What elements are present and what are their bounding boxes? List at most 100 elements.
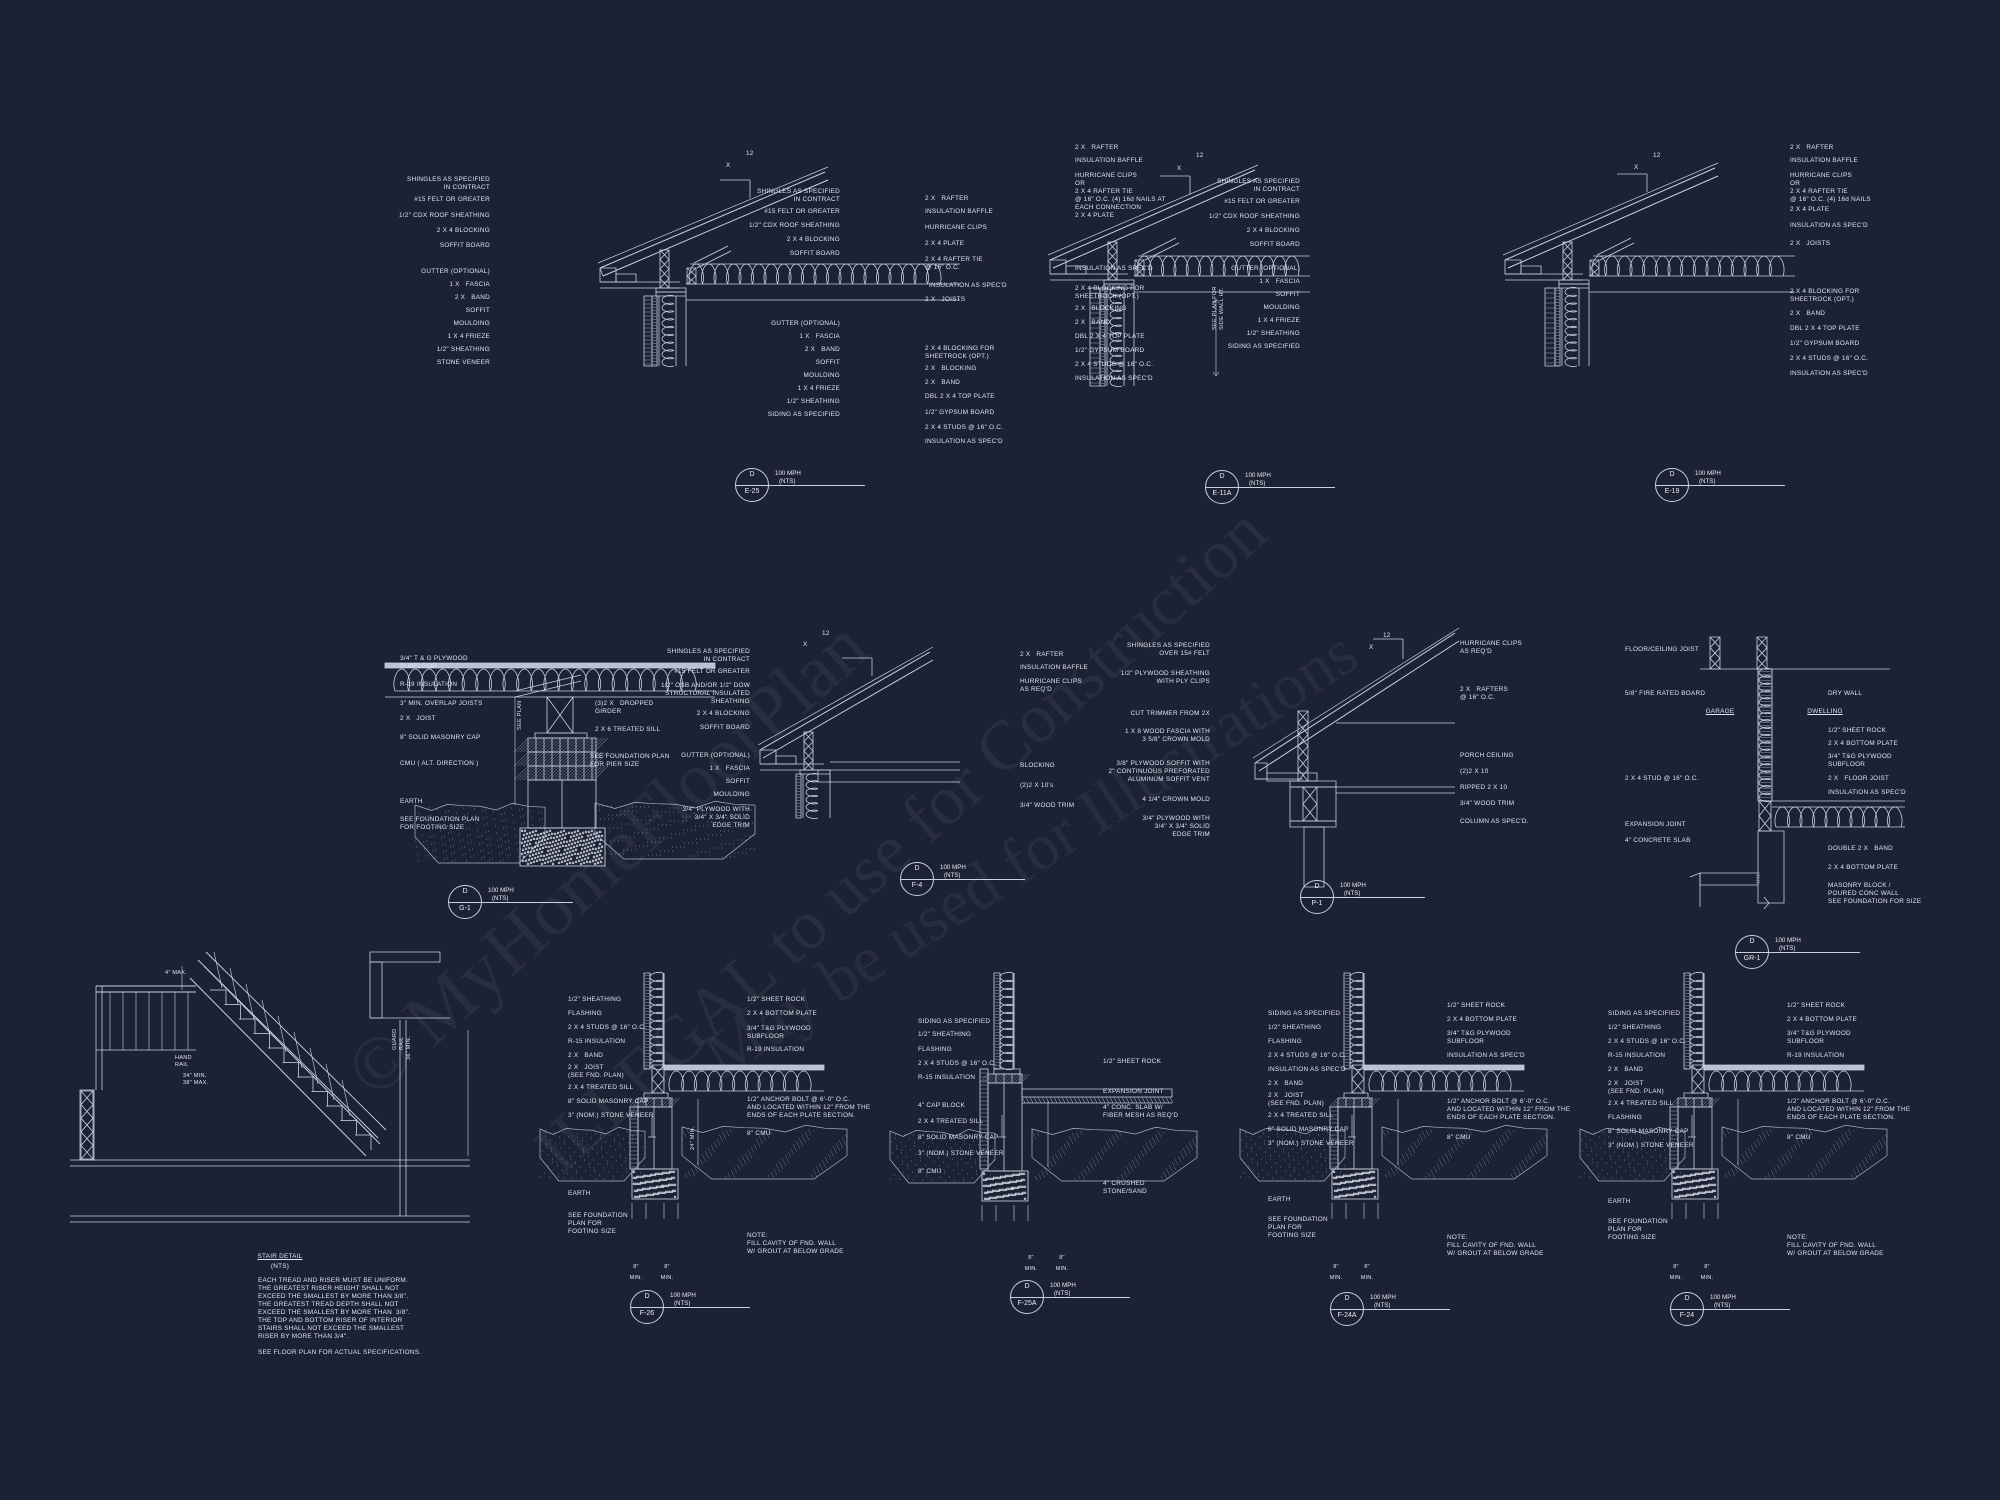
label: NOTE: FILL CAVITY OF FND. WALL W/ GROUT … [1447, 1234, 1544, 1257]
label: SHINGLES AS SPECIFIED IN CONTRACT [1216, 178, 1300, 193]
tag-number: F-24A [1337, 1312, 1357, 1319]
label: INSULATION AS SPEC'D [1447, 1052, 1525, 1059]
label: 1/2" SHEATHING [568, 996, 622, 1003]
slope-rise-label: 12 [746, 150, 754, 157]
label: DBL 2 X 4 TOP PLATE [925, 393, 995, 400]
dim: MIN. [660, 1275, 674, 1281]
slope-rise-label: 12 [1653, 152, 1661, 159]
label: EXPANSION JOINT [1103, 1088, 1164, 1095]
label: MOULDING [1263, 304, 1300, 311]
label: SOFFIT BOARD [1249, 241, 1300, 248]
label: 2 X 4 RAFTER TIE @ 16" O.C. [925, 256, 983, 271]
stair-handrail-height: 34" MIN. 38" MAX. [183, 1073, 209, 1086]
dim: 8" [1059, 1255, 1065, 1261]
label: 2 X RAFTER [925, 195, 969, 202]
label: 2 X JOISTS [1790, 240, 1831, 247]
dim: MIN. [1055, 1266, 1069, 1272]
see-plan-note: SEE PLAN [517, 700, 523, 730]
label: 3/4" PLYWOOD WITH 3/4" X 3/4" SOLID EDGE… [1142, 815, 1210, 838]
label: 1/2" ANCHOR BOLT @ 6'-0" O.C. AND LOCATE… [1787, 1098, 1911, 1121]
tag-number: E-11A [1212, 490, 1232, 497]
label: EARTH [568, 1190, 591, 1197]
label: HURRICANE CLIPS OR 2 X 4 RAFTER TIE @ 16… [1075, 172, 1166, 211]
label: 2 X 4 PLATE [925, 240, 965, 247]
label: 2 X 4 PLATE [1075, 212, 1115, 219]
label: INSULATION BAFFLE [1790, 157, 1859, 164]
detail-F24A-geometry [1239, 971, 1548, 1219]
label: 2 X 4 BLOCKING FOR SHEETROCK (OPT.) [925, 345, 995, 360]
label: 2 X FLOOR JOIST [1828, 775, 1890, 782]
label: SIDING AS SPECIFIED [918, 1018, 991, 1025]
label: SIDING AS SPECIFIED [1227, 343, 1300, 350]
label: PORCH CEILING [1460, 752, 1514, 759]
label: HURRICANE CLIPS AS REQ'D [1460, 640, 1522, 655]
label: 2 X RAFTER [1790, 144, 1834, 151]
label: 3/4" T&G PLYWOOD SUBFLOOR [747, 1025, 811, 1040]
detail-F26-geometry [539, 971, 848, 1219]
label: 4" CAP BLOCK [918, 1102, 966, 1109]
label: R-15 INSULATION [568, 1038, 626, 1045]
detail-E25-geometry [597, 166, 960, 368]
label: 2 X 4 TREATED SILL [568, 1084, 634, 1091]
label: 2 X RAFTERS @ 16" O.C. [1460, 686, 1508, 701]
label: 1 X FASCIA [449, 281, 490, 288]
label: EARTH [1608, 1198, 1631, 1205]
label: 2 X 4 BLOCKING FOR SHEETROCK (OPT.) [1790, 288, 1860, 303]
label: 1/2" SHEET ROCK [1103, 1058, 1162, 1065]
label: SHINGLES AS SPECIFIED IN CONTRACT [756, 188, 840, 203]
label: 2 X 4 STUDS @ 16" O.C. [925, 424, 1004, 431]
label: 1/2" SHEATHING [918, 1031, 972, 1038]
label: MOULDING [453, 320, 490, 327]
detail-GR1-geometry [1689, 636, 1905, 910]
label: 1/2" PLYWOOD SHEATHING WITH PLY CLIPS [1120, 670, 1210, 685]
detail-F24-geometry [1579, 971, 1888, 1219]
label: 3" (NOM.) STONE VENEER [1608, 1142, 1694, 1149]
tag-number: F-4 [911, 882, 923, 889]
label: CMU ( ALT. DIRECTION ) [400, 760, 479, 767]
label: SIDING AS SPECIFIED [1608, 1010, 1681, 1017]
label: 2 X 4 TREATED SILL [1608, 1100, 1674, 1107]
tag-note-2: (NTS) [779, 478, 796, 485]
label: 2 X JOIST (SEE FND. PLAN) [568, 1064, 624, 1079]
tag-note-2: (NTS) [1344, 890, 1361, 897]
label: 2 X 4 BOTTOM PLATE [747, 1010, 817, 1017]
tag-note-1: 100 MPH [488, 887, 514, 894]
label: 2 X BLOCKING [1075, 305, 1127, 312]
label: 1/2" SHEATHING [436, 346, 490, 353]
label: FLASHING [568, 1010, 602, 1017]
tag-letter: D [1344, 1295, 1350, 1302]
label: GUTTER (OPTIONAL) [421, 268, 490, 275]
label: 8" SOLID MASONRY CAP [918, 1134, 999, 1141]
label: DOUBLE 2 X BAND [1828, 845, 1893, 852]
label: SEE FOUNDATION PLAN FOR FOOTING SIZE [400, 816, 480, 831]
label: SEE FOUNDATION PLAN FOR FOOTING SIZE [1268, 1216, 1328, 1239]
label: EARTH [1268, 1196, 1291, 1203]
detail-E11A-geometry [1047, 164, 1310, 388]
label: RIPPED 2 X 10 [1460, 784, 1508, 791]
label: 1 X 4 FRIEZE [1257, 317, 1300, 324]
slope-rise-label: 12 [1383, 632, 1391, 639]
label: NOTE: FILL CAVITY OF FND. WALL W/ GROUT … [747, 1232, 844, 1255]
stair-detail-geometry [70, 951, 470, 1223]
dim: MIN. [1360, 1275, 1374, 1281]
label: 1/2" ANCHOR BOLT @ 6'-0" O.C. AND LOCATE… [1447, 1098, 1571, 1121]
label: INSULATION AS SPEC'D [1075, 375, 1153, 382]
tag-number: E-25 [744, 488, 760, 495]
label: 8" CMU [1447, 1134, 1471, 1141]
label: #15 FELT OR GREATER [764, 208, 840, 215]
label: 1/2" SHEATHING [1268, 1024, 1322, 1031]
label: 2 X 4 BOTTOM PLATE [1787, 1016, 1857, 1023]
tag-note-1: 100 MPH [1050, 1282, 1076, 1289]
label: 8" CMU [1787, 1134, 1811, 1141]
label: 2 X 4 BLOCKING FOR SHEETROCK (OPT.) [1075, 285, 1145, 300]
dim: 8" [664, 1264, 670, 1270]
label: (2)2 X 10 [1460, 768, 1489, 775]
label: EARTH [400, 798, 423, 805]
label: 5/8" FIRE RATED BOARD [1625, 690, 1706, 697]
tag-note-1: 100 MPH [1340, 882, 1366, 889]
label: 1/2" CDX ROOF SHEATHING [399, 212, 490, 219]
label: SIDING AS SPECIFIED [767, 411, 840, 418]
tag-note-1: 100 MPH [1695, 470, 1721, 477]
dim: 8" [1028, 1255, 1034, 1261]
label: 1/2" ANCHOR BOLT @ 6'-0" O.C. AND LOCATE… [747, 1096, 871, 1119]
